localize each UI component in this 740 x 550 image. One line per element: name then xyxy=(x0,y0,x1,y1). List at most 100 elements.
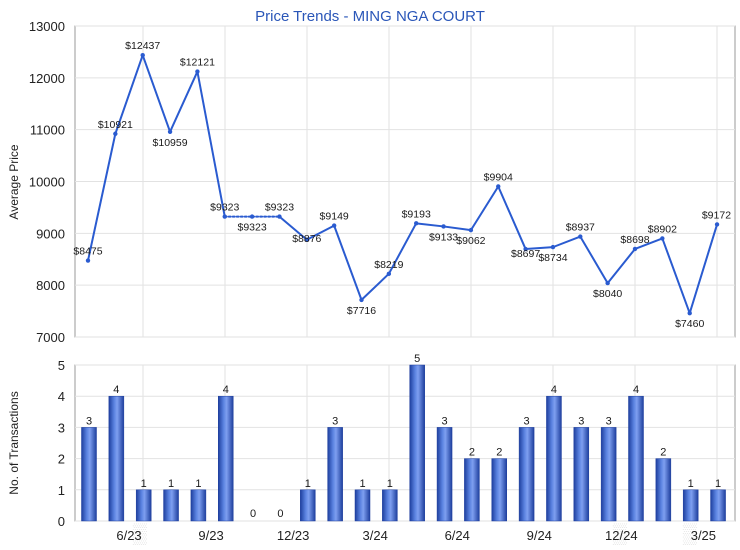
transaction-bar xyxy=(300,489,316,522)
transaction-count-label: 1 xyxy=(715,478,721,490)
price-data-label: $9193 xyxy=(402,208,431,220)
transaction-bar xyxy=(354,489,371,522)
transaction-count-label: 0 xyxy=(250,508,256,520)
price-y-tick-label: 10000 xyxy=(29,175,65,190)
price-line-segment xyxy=(196,70,226,218)
transaction-count-label: 1 xyxy=(387,478,393,490)
price-data-label: $8734 xyxy=(538,252,567,264)
price-data-label: $10959 xyxy=(153,137,188,149)
transactions-bars xyxy=(81,364,726,522)
transactions-y-tick-label: 1 xyxy=(58,483,65,498)
transactions-y-tick-label: 2 xyxy=(58,452,65,467)
price-data-label: $8876 xyxy=(292,233,321,245)
transaction-bar xyxy=(682,489,699,522)
transaction-bar xyxy=(81,427,97,522)
transaction-count-label: 0 xyxy=(277,508,283,520)
price-point xyxy=(386,271,392,277)
transaction-count-label: 5 xyxy=(414,353,420,365)
price-point xyxy=(441,224,446,229)
price-data-label: $9323 xyxy=(237,222,266,234)
transaction-bar xyxy=(518,427,535,522)
transaction-count-label: 4 xyxy=(633,384,639,396)
price-data-label: $10921 xyxy=(98,119,133,131)
watermark-mark: ▒ xyxy=(613,523,628,545)
price-point xyxy=(414,221,419,226)
transaction-count-label: 1 xyxy=(688,478,694,490)
price-line-segment xyxy=(114,54,144,135)
transaction-bar xyxy=(163,489,179,522)
price-data-label: $9172 xyxy=(702,209,731,221)
transaction-count-label: 1 xyxy=(141,478,147,490)
price-point xyxy=(605,280,610,286)
price-point xyxy=(550,244,556,250)
transaction-bar xyxy=(218,395,234,522)
transaction-bar xyxy=(409,364,425,522)
transaction-count-label: 4 xyxy=(223,384,229,396)
price-y-ticks: 7000 8000 9000 10000 11000 12000 13000 xyxy=(29,19,65,345)
price-point xyxy=(523,246,528,252)
price-point xyxy=(687,310,692,316)
price-line-segment xyxy=(387,222,418,275)
x-tick-label: 9/24 xyxy=(527,528,552,543)
price-point xyxy=(496,184,501,189)
price-data-label: $9323 xyxy=(265,202,294,214)
price-line-segment xyxy=(305,224,336,241)
price-line-segment xyxy=(141,54,172,133)
price-points xyxy=(85,52,720,316)
transaction-count-label: 1 xyxy=(359,478,365,490)
price-data-label: $12437 xyxy=(125,40,160,52)
transaction-bar xyxy=(464,458,480,522)
price-point xyxy=(359,297,364,303)
price-point xyxy=(468,227,474,233)
x-tick-label: 6/24 xyxy=(445,528,470,543)
price-point xyxy=(113,131,118,136)
price-point xyxy=(140,52,145,58)
price-line-segment xyxy=(360,272,390,301)
price-point xyxy=(277,214,282,219)
price-point xyxy=(714,222,720,227)
price-data-label: $7716 xyxy=(347,305,376,317)
transaction-count-label: 1 xyxy=(305,478,311,490)
transactions-y-tick-label: 3 xyxy=(58,420,65,435)
x-axis-ticks: 6/23 9/23 12/23 3/24 6/24 9/24 12/24 3/25 xyxy=(116,528,716,543)
price-y-tick-label: 9000 xyxy=(36,226,65,241)
x-tick-label: 12/24 xyxy=(605,528,638,543)
price-point xyxy=(331,223,337,228)
transaction-bar xyxy=(190,489,207,522)
transactions-y-axis-title: No. of Transactions xyxy=(7,391,21,494)
watermark-mark: ▒ xyxy=(133,523,148,545)
transaction-count-label: 4 xyxy=(551,384,557,396)
price-data-label: $8219 xyxy=(374,259,403,271)
price-line-segment xyxy=(333,224,363,301)
price-line-segment xyxy=(415,222,445,228)
transaction-count-label: 2 xyxy=(496,447,502,459)
transaction-count-label: 3 xyxy=(606,415,612,427)
x-tick-label: 3/25 xyxy=(691,528,716,543)
price-data-label: $8475 xyxy=(73,246,102,258)
price-line-segment xyxy=(469,185,500,232)
transaction-count-label: 3 xyxy=(86,415,92,427)
price-line-segment xyxy=(497,185,527,251)
price-y-tick-label: 11000 xyxy=(30,123,65,138)
transactions-plot-area xyxy=(74,364,736,522)
price-panel: 7000 8000 9000 10000 11000 12000 13000 $8475 $1… xyxy=(7,8,736,345)
x-tick-label: 9/23 xyxy=(198,528,223,543)
transaction-count-label: 3 xyxy=(578,415,584,427)
transactions-y-tick-label: 0 xyxy=(58,514,65,529)
price-data-label: $12121 xyxy=(180,57,215,69)
transaction-bar xyxy=(108,395,125,522)
price-point xyxy=(195,69,200,74)
transaction-count-label: 2 xyxy=(660,447,666,459)
transactions-y-tick-label: 5 xyxy=(58,358,65,373)
price-data-label: $8040 xyxy=(593,288,622,300)
price-data-label: $9062 xyxy=(456,235,485,247)
price-line-segment xyxy=(278,215,308,241)
price-point xyxy=(249,214,255,219)
price-data-label: $8902 xyxy=(648,223,677,235)
price-line-segment xyxy=(688,223,719,315)
transaction-bar xyxy=(628,395,644,522)
transaction-count-label: 3 xyxy=(441,415,447,427)
x-tick-label: 12/23 xyxy=(277,528,310,543)
transaction-bar xyxy=(546,395,562,522)
